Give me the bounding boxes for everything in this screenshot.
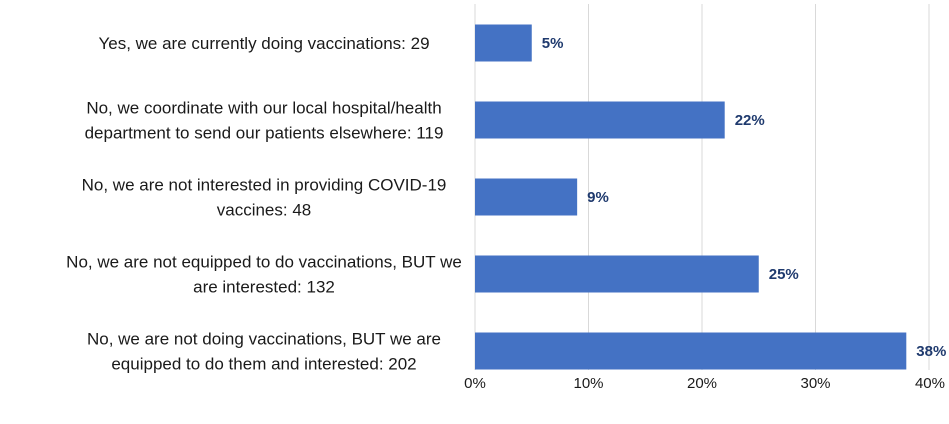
tick-label: 10%: [573, 375, 603, 392]
category-label-line: Yes, we are currently doing vaccinations…: [98, 34, 429, 53]
bar: [475, 24, 532, 62]
tick-label: 40%: [915, 375, 945, 392]
tick-label: 20%: [687, 375, 717, 392]
category-label-line: No, we are not doing vaccinations, BUT w…: [87, 330, 441, 349]
value-labels: 5% 22% 9% 25% 38%: [542, 35, 947, 360]
data-label: 5%: [542, 35, 564, 52]
category-label: No, we coordinate with our local hospita…: [85, 99, 444, 143]
category-label: No, we are not doing vaccinations, BUT w…: [87, 330, 441, 374]
category-label: Yes, we are currently doing vaccinations…: [98, 34, 429, 53]
category-label-line: No, we are not interested in providing C…: [82, 176, 447, 195]
tick-label: 30%: [800, 375, 830, 392]
category-label-line: No, we are not equipped to do vaccinatio…: [66, 253, 462, 272]
bars: [475, 24, 907, 370]
tick-label: 0%: [464, 375, 486, 392]
bar: [475, 178, 578, 216]
bar: [475, 101, 725, 139]
category-label-line: vaccines: 48: [217, 201, 312, 220]
data-label: 38%: [916, 343, 946, 360]
category-label-line: are interested: 132: [193, 278, 335, 297]
data-label: 22%: [735, 112, 765, 129]
bar: [475, 332, 907, 370]
category-labels: Yes, we are currently doing vaccinations…: [66, 34, 462, 374]
x-axis-ticks: 0% 10% 20% 30% 40%: [464, 375, 945, 392]
category-label-line: equipped to do them and interested: 202: [111, 355, 416, 374]
data-label: 9%: [587, 189, 609, 206]
category-label-line: department to send our patients elsewher…: [85, 124, 444, 143]
bar: [475, 255, 759, 293]
category-label: No, we are not equipped to do vaccinatio…: [66, 253, 462, 297]
category-label-line: No, we coordinate with our local hospita…: [86, 99, 441, 118]
data-label: 25%: [769, 266, 799, 283]
gridlines: [474, 4, 930, 370]
category-label: No, we are not interested in providing C…: [82, 176, 447, 220]
